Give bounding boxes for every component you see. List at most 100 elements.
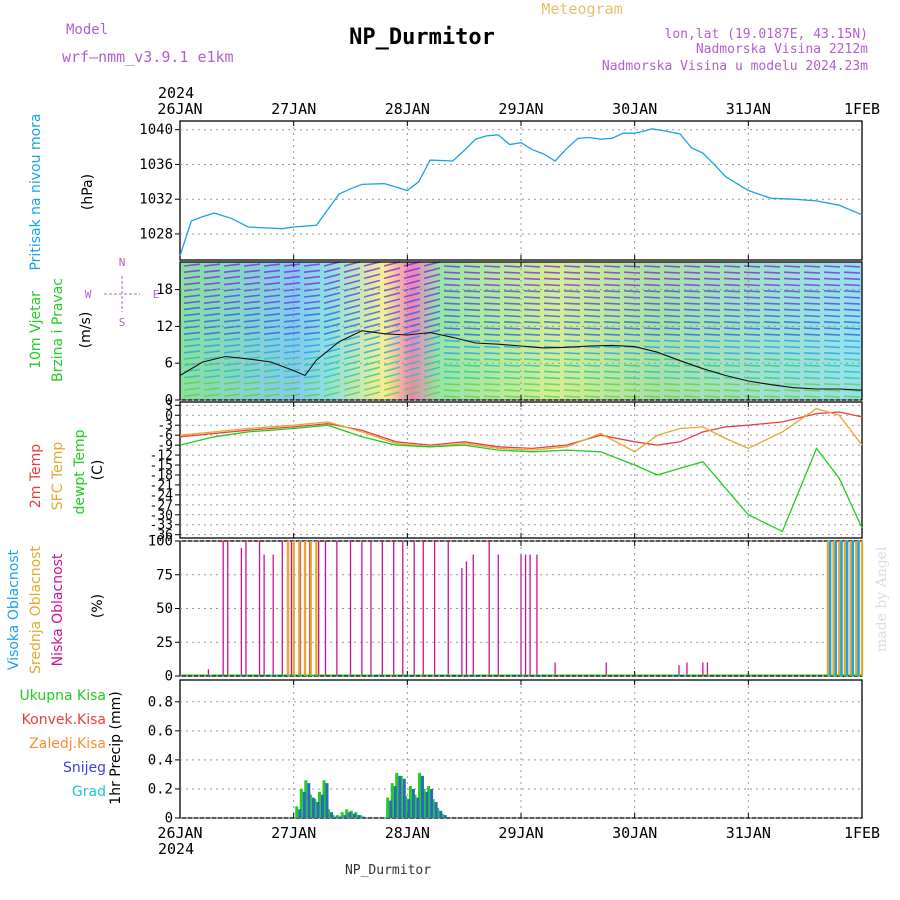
precip-bar (357, 815, 361, 818)
compass-letter: S (119, 316, 126, 329)
wind-barb (383, 341, 401, 348)
y-tick-label: 0 (165, 409, 173, 424)
wind-barb (823, 345, 841, 349)
wind-barb (343, 310, 361, 317)
precip-bar (322, 780, 326, 818)
wind-barb (503, 364, 521, 367)
precip-bar (398, 775, 402, 818)
y-tick-label: -27 (150, 498, 173, 513)
wind-barb (583, 352, 601, 355)
precip-bar (320, 794, 324, 818)
precip-bar (349, 810, 353, 818)
wind-barb (403, 292, 421, 298)
wind-barb (583, 265, 601, 268)
wind-barb (323, 366, 341, 373)
wind-barb (583, 339, 601, 343)
wind-barb (483, 277, 501, 281)
wind-barb (603, 308, 621, 312)
precip-bar (422, 788, 426, 818)
wind-barb (283, 331, 301, 335)
wind-barb (363, 292, 381, 298)
wind-barb (803, 339, 821, 343)
wind-barb (523, 383, 541, 386)
wind-barb (723, 290, 741, 293)
wind-barb (683, 389, 701, 392)
precip-bar (327, 809, 331, 818)
wind-barb (683, 290, 701, 293)
wind-barb (483, 283, 501, 287)
y-tick-label: 25 (156, 635, 173, 651)
wind-barb (323, 292, 341, 298)
wind-barb (543, 290, 561, 293)
wind-barb (623, 389, 641, 392)
wind-barb (583, 283, 601, 287)
wind-barb (763, 376, 781, 380)
wind-barb (623, 358, 641, 361)
wind-barb (583, 389, 601, 392)
wind-barb (563, 370, 581, 374)
y-tick-label: 0 (165, 811, 173, 827)
wind-barb (643, 308, 661, 312)
wind-barb (203, 319, 221, 323)
wind-barb (503, 383, 521, 386)
wind-barb (403, 372, 421, 379)
wind-barb (743, 383, 761, 386)
wind-barb (223, 263, 241, 267)
wind-barb (263, 337, 281, 342)
wind-barb (743, 339, 761, 343)
wind-barb (823, 370, 841, 374)
wind-barb (403, 267, 421, 273)
wind-barb (503, 290, 521, 293)
wind-barb (703, 389, 721, 392)
wind-barb (403, 341, 421, 348)
wind-barb (383, 372, 401, 379)
wind-barb (783, 370, 801, 374)
wind-barb (183, 356, 201, 360)
wind-barb (843, 358, 861, 361)
wind-barb (763, 389, 781, 392)
wind-barb (663, 314, 681, 318)
wind-barb (843, 364, 861, 367)
wind-barb (323, 335, 341, 342)
wind-barb (643, 265, 661, 268)
wind-speed-line (179, 330, 863, 391)
wind-barb (803, 389, 821, 392)
time-tick-label: 31JAN (726, 824, 771, 842)
wind-barb (723, 358, 741, 361)
wind-barb (643, 383, 661, 386)
wind-label-2: Brzina i Pravac (50, 278, 66, 382)
wind-barb (763, 277, 781, 281)
wind-barb (663, 395, 681, 398)
precip-bar (443, 815, 447, 818)
wind-barb (503, 321, 521, 324)
wind-barb (503, 339, 521, 343)
wind-barb (223, 282, 241, 286)
wind-barb (603, 296, 621, 299)
wind-barb (283, 263, 301, 267)
wind-barb (783, 283, 801, 287)
wind-barb (443, 339, 461, 343)
wind-barb (643, 333, 661, 336)
wind-barb (843, 333, 861, 336)
wind-barb (263, 331, 281, 335)
y-tick-label: 12 (156, 319, 173, 335)
wind-barb (223, 368, 241, 373)
wind-barb (623, 352, 641, 355)
wind-barb (343, 366, 361, 373)
wind-barb (503, 327, 521, 330)
precip-bar (339, 816, 343, 818)
wind-barb (703, 395, 721, 398)
wind-barb (623, 383, 641, 386)
wind-barb (583, 395, 601, 398)
wind-barb (603, 271, 621, 274)
wind-barb (403, 273, 421, 280)
wind-barb (763, 271, 781, 274)
wind-barb (183, 306, 201, 311)
wind-barb (683, 302, 701, 305)
wind-barb (723, 352, 741, 355)
wind-barb (483, 296, 501, 299)
wind-barb (443, 283, 461, 287)
wind-barb (743, 271, 761, 274)
time-tick-label: 26JAN (157, 824, 202, 842)
wind-barb (243, 362, 261, 366)
